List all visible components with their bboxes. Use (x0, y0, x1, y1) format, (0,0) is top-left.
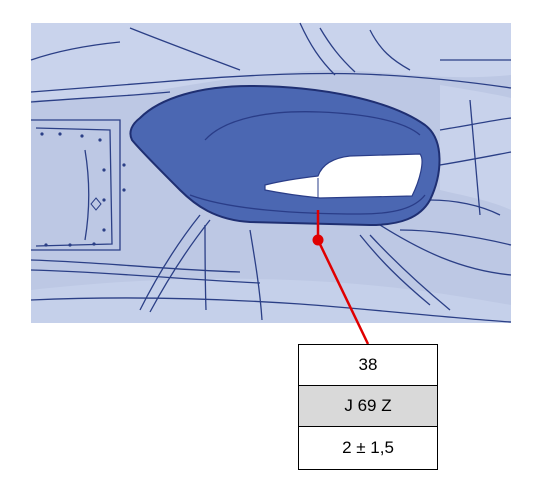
panel-right-region (440, 85, 511, 210)
lamp-housing-lower-edge (189, 194, 426, 215)
panel-marker-diamond (90, 197, 102, 211)
callout-leader-line (316, 239, 370, 345)
panel-contour-lines (30, 22, 512, 323)
lamp-cutout-opening (264, 153, 423, 199)
panel-fastener-dots (40, 132, 126, 247)
panel-upper-region (31, 23, 511, 100)
callout-point-number: 38 (299, 345, 437, 386)
lamp-housing-inner-edge (204, 111, 421, 141)
callout-code: J 69 Z (299, 386, 437, 427)
measurement-point-marker (312, 234, 324, 246)
measurement-callout-table: 38 J 69 Z 2 ± 1,5 (298, 344, 438, 470)
callout-tolerance: 2 ± 1,5 (342, 438, 394, 457)
